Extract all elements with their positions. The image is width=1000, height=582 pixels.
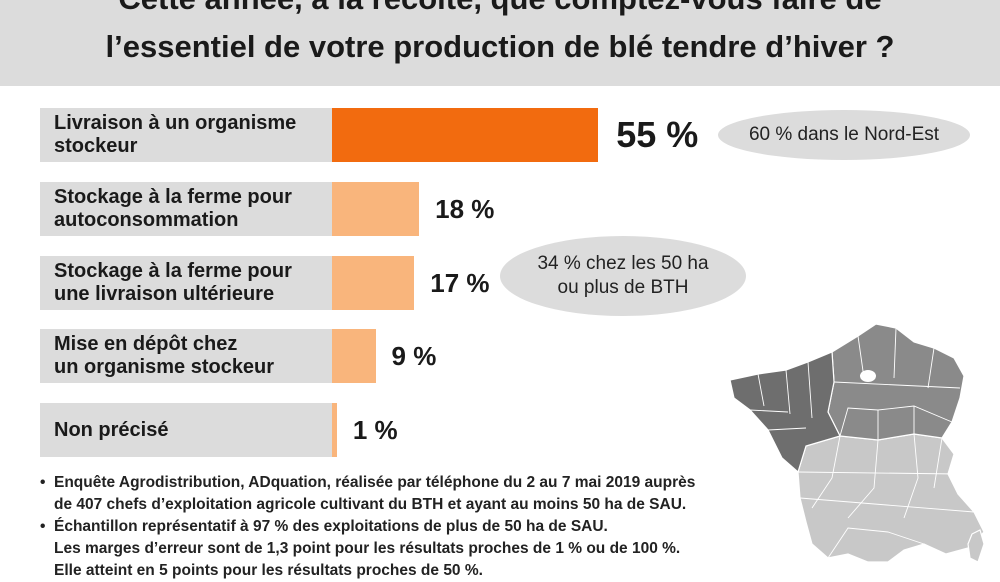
category-label-livraison: Livraison à un organisme stockeur	[40, 108, 332, 162]
title-banner: Cette année, à la récolte, que comptez-v…	[0, 0, 1000, 86]
map-paris-marker	[860, 370, 876, 382]
methodology-notes: • Enquête Agrodistribution, ADquation, r…	[40, 472, 740, 582]
bar-autoconsommation	[332, 182, 420, 236]
bullet-marker: •	[40, 474, 46, 491]
category-label-non-precise: Non précisé	[40, 403, 332, 457]
bar-livraison-ulterieure	[332, 256, 415, 310]
value-label-non-precise: 1 %	[352, 415, 398, 445]
note-line: de 407 chefs d’exploitation agricole cul…	[54, 496, 687, 513]
annotation-text-line: 34 % chez les 50 ha	[537, 253, 709, 274]
category-label-line: Livraison à un organisme	[54, 112, 297, 134]
category-label-line: autoconsommation	[54, 209, 239, 231]
map-department-borders	[749, 327, 975, 559]
bar-livraison	[332, 108, 599, 162]
france-regions-map-icon	[729, 323, 985, 562]
chart-title-line-1: Cette année, à la récolte, que comptez-v…	[0, 0, 1000, 18]
annotation-nord-est: 60 % dans le Nord-Est	[718, 110, 970, 160]
category-label-line: Stockage à la ferme pour	[54, 260, 292, 282]
value-label-livraison: 55 %	[616, 114, 699, 155]
note-line: Elle atteint en 5 points pour les résult…	[54, 562, 483, 579]
category-label-line: une livraison ultérieure	[54, 283, 275, 305]
bar-mise-en-depot	[332, 329, 376, 383]
note-line: Les marges d’erreur sont de 1,3 point po…	[54, 540, 681, 557]
annotation-text: 60 % dans le Nord-Est	[748, 124, 940, 145]
category-label-livraison-ulterieure: Stockage à la ferme pour une livraison u…	[40, 256, 332, 310]
note-line: Enquête Agrodistribution, ADquation, réa…	[54, 474, 696, 491]
map-region-corsica	[967, 529, 985, 562]
chart-title-line-2: l’essentiel de votre production de blé t…	[105, 29, 895, 64]
category-label-line: Stockage à la ferme pour	[54, 186, 292, 208]
bullet-marker: •	[40, 518, 46, 535]
value-label-livraison-ulterieure: 17 %	[430, 268, 490, 298]
category-label-autoconsommation: Stockage à la ferme pour autoconsommatio…	[40, 182, 332, 236]
note-survey: • Enquête Agrodistribution, ADquation, r…	[40, 472, 740, 516]
value-label-autoconsommation: 18 %	[435, 194, 495, 224]
bar-non-precise	[332, 403, 337, 457]
annotation-text-line: ou plus de BTH	[557, 277, 689, 298]
category-label-mise-en-depot: Mise en dépôt chez un organisme stockeur	[40, 329, 332, 383]
note-sample: • Échantillon représentatif à 97 % des e…	[40, 516, 740, 582]
category-label-line: stockeur	[54, 135, 138, 157]
annotation-50-ha: 34 % chez les 50 ha ou plus de BTH	[500, 236, 746, 316]
category-label-line: Mise en dépôt chez	[54, 333, 238, 355]
note-line: Échantillon représentatif à 97 % des exp…	[54, 518, 608, 535]
map-region-north-east	[827, 323, 965, 441]
value-label-mise-en-depot: 9 %	[391, 341, 437, 371]
map-region-south	[797, 433, 985, 562]
category-label-line: Non précisé	[54, 418, 169, 441]
category-label-line: un organisme stockeur	[54, 356, 275, 378]
